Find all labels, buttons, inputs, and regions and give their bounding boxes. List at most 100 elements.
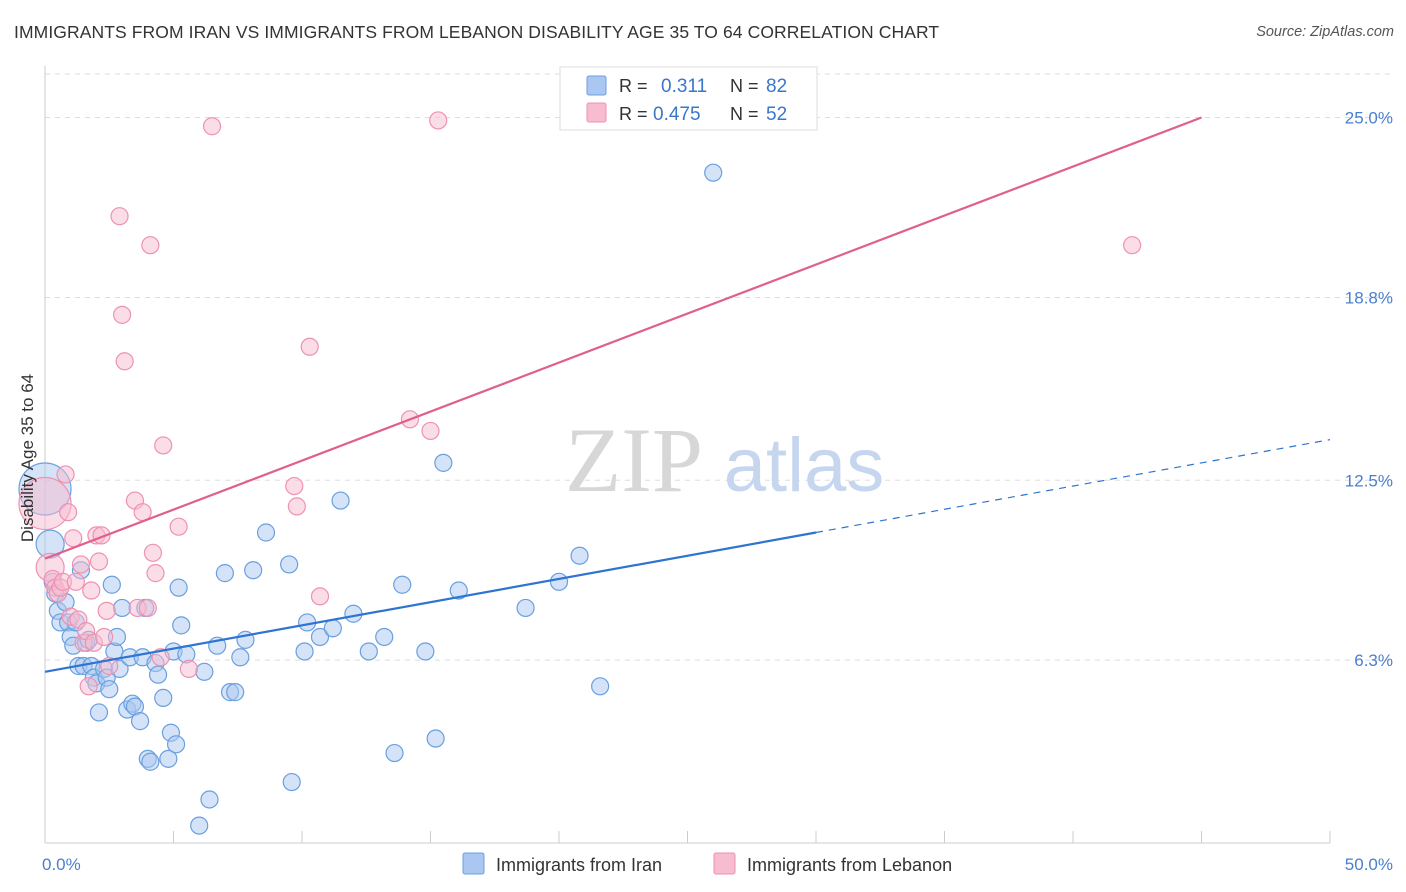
point-lebanon-46	[429, 111, 448, 130]
point-iran-40	[159, 749, 178, 768]
legend-n-value-lebanon: 52	[766, 104, 787, 125]
legend-swatch-lebanon	[586, 102, 607, 123]
point-lebanon-41	[287, 497, 306, 516]
tick-labels: 6.3% 12.5% 18.8% 25.0% 0.0% 50.0%	[42, 109, 1393, 874]
point-iran-54	[231, 648, 250, 667]
point-iran-62	[310, 627, 330, 647]
y-tick-label-2: 18.8%	[1345, 288, 1393, 307]
point-iran-71	[426, 729, 445, 748]
point-iran-53	[226, 683, 245, 702]
point-lebanon-16	[79, 677, 98, 696]
point-lebanon-47	[1123, 236, 1142, 255]
bottom-legend-label-iran: Immigrants from Iran	[496, 855, 662, 875]
point-iran-49	[200, 790, 219, 809]
point-lebanon-42	[300, 337, 319, 356]
point-iran-43	[166, 735, 186, 754]
trend-line-iran	[44, 531, 817, 673]
point-lebanon-37	[169, 517, 188, 536]
point-iran-66	[359, 642, 378, 661]
point-iran-69	[393, 575, 412, 594]
axes	[44, 66, 1331, 844]
x-tick-label-0: 0.0%	[42, 855, 81, 874]
point-lebanon-11	[66, 572, 85, 591]
point-iran-51	[215, 564, 234, 583]
legend-r-label-lebanon: R =	[619, 104, 648, 124]
point-iran-27	[112, 598, 132, 618]
point-iran-32	[130, 712, 150, 731]
point-iran-36	[141, 752, 160, 771]
legend-r-label-iran: R =	[619, 76, 648, 96]
point-lebanon-8	[59, 503, 78, 522]
point-iran-68	[385, 743, 404, 763]
y-axis-label: Disability Age 35 to 64	[18, 374, 37, 542]
point-iran-39	[154, 688, 173, 708]
point-lebanon-25	[110, 207, 129, 226]
point-iran-72	[434, 453, 453, 472]
y-tick-label-1: 12.5%	[1345, 471, 1393, 490]
point-iran-63	[323, 619, 342, 638]
watermark-atlas: atlas	[724, 423, 885, 508]
point-lebanon-22	[95, 627, 114, 647]
trend-lines	[44, 116, 1331, 673]
point-lebanon-17	[82, 581, 101, 600]
y-tick-label-0: 6.3%	[1354, 651, 1393, 670]
point-lebanon-33	[143, 543, 163, 562]
chart-source: Source: ZipAtlas.com	[1256, 24, 1394, 40]
point-iran-60	[295, 642, 314, 661]
trend-line-lebanon	[44, 116, 1202, 560]
x-tick-label-1: 50.0%	[1345, 855, 1393, 874]
point-iran-77	[591, 677, 610, 696]
point-iran-64	[331, 491, 350, 510]
point-lebanon-10	[64, 529, 83, 548]
point-lebanon-13	[71, 555, 91, 574]
point-iran-74	[516, 598, 535, 618]
point-iran-58	[280, 555, 299, 574]
legend-n-label-iran: N =	[730, 76, 759, 96]
watermark: ZIP atlas	[565, 409, 884, 511]
point-lebanon-7	[56, 465, 75, 484]
point-iran-44	[169, 578, 188, 597]
legend-n-label-lebanon: N =	[730, 104, 759, 124]
point-iran-65	[344, 604, 363, 623]
bottom-legend-label-lebanon: Immigrants from Lebanon	[747, 855, 952, 875]
point-lebanon-34	[146, 564, 165, 583]
point-iran-56	[244, 561, 263, 580]
point-lebanon-26	[112, 305, 132, 324]
point-iran-45	[172, 616, 191, 635]
point-iran-76	[570, 546, 589, 565]
point-iran-22	[100, 680, 119, 699]
point-lebanon-39	[202, 117, 222, 136]
bottom-legend-swatch-iran	[462, 852, 485, 875]
point-iran-19	[89, 703, 109, 722]
point-lebanon-32	[141, 236, 160, 255]
point-iran-73	[449, 581, 468, 600]
point-iran-67	[375, 627, 394, 647]
point-lebanon-38	[179, 659, 199, 678]
point-iran-48	[195, 662, 214, 681]
point-iran-75	[549, 572, 569, 591]
bottom-legend-swatch-lebanon	[713, 852, 736, 875]
bottom-legend: Immigrants from Iran Immigrants from Leb…	[462, 852, 952, 875]
legend: R = 0.311 N = 82 R = 0.475 N = 52	[559, 66, 818, 131]
watermark-zip: ZIP	[565, 409, 703, 511]
y-tick-label-3: 25.0%	[1345, 109, 1393, 128]
legend-r-value-iran: 0.311	[661, 76, 707, 97]
point-iran-23	[102, 575, 121, 594]
trend-line-iran-extension	[815, 439, 1331, 534]
point-lebanon-23	[97, 601, 116, 620]
point-iran-38	[148, 665, 168, 684]
point-iran-59	[282, 772, 301, 792]
point-lebanon-40	[285, 476, 304, 496]
point-lebanon-31	[138, 598, 157, 618]
point-iran-57	[256, 523, 276, 542]
point-iran-78	[704, 163, 723, 182]
point-lebanon-45	[421, 421, 440, 441]
legend-swatch-iran	[586, 75, 607, 96]
point-lebanon-0	[18, 476, 72, 531]
point-lebanon-20	[89, 552, 109, 571]
series-lebanon-points	[18, 111, 1142, 696]
point-lebanon-36	[154, 436, 173, 455]
point-lebanon-35	[151, 648, 170, 667]
chart-title: IMMIGRANTS FROM IRAN VS IMMIGRANTS FROM …	[14, 22, 940, 42]
